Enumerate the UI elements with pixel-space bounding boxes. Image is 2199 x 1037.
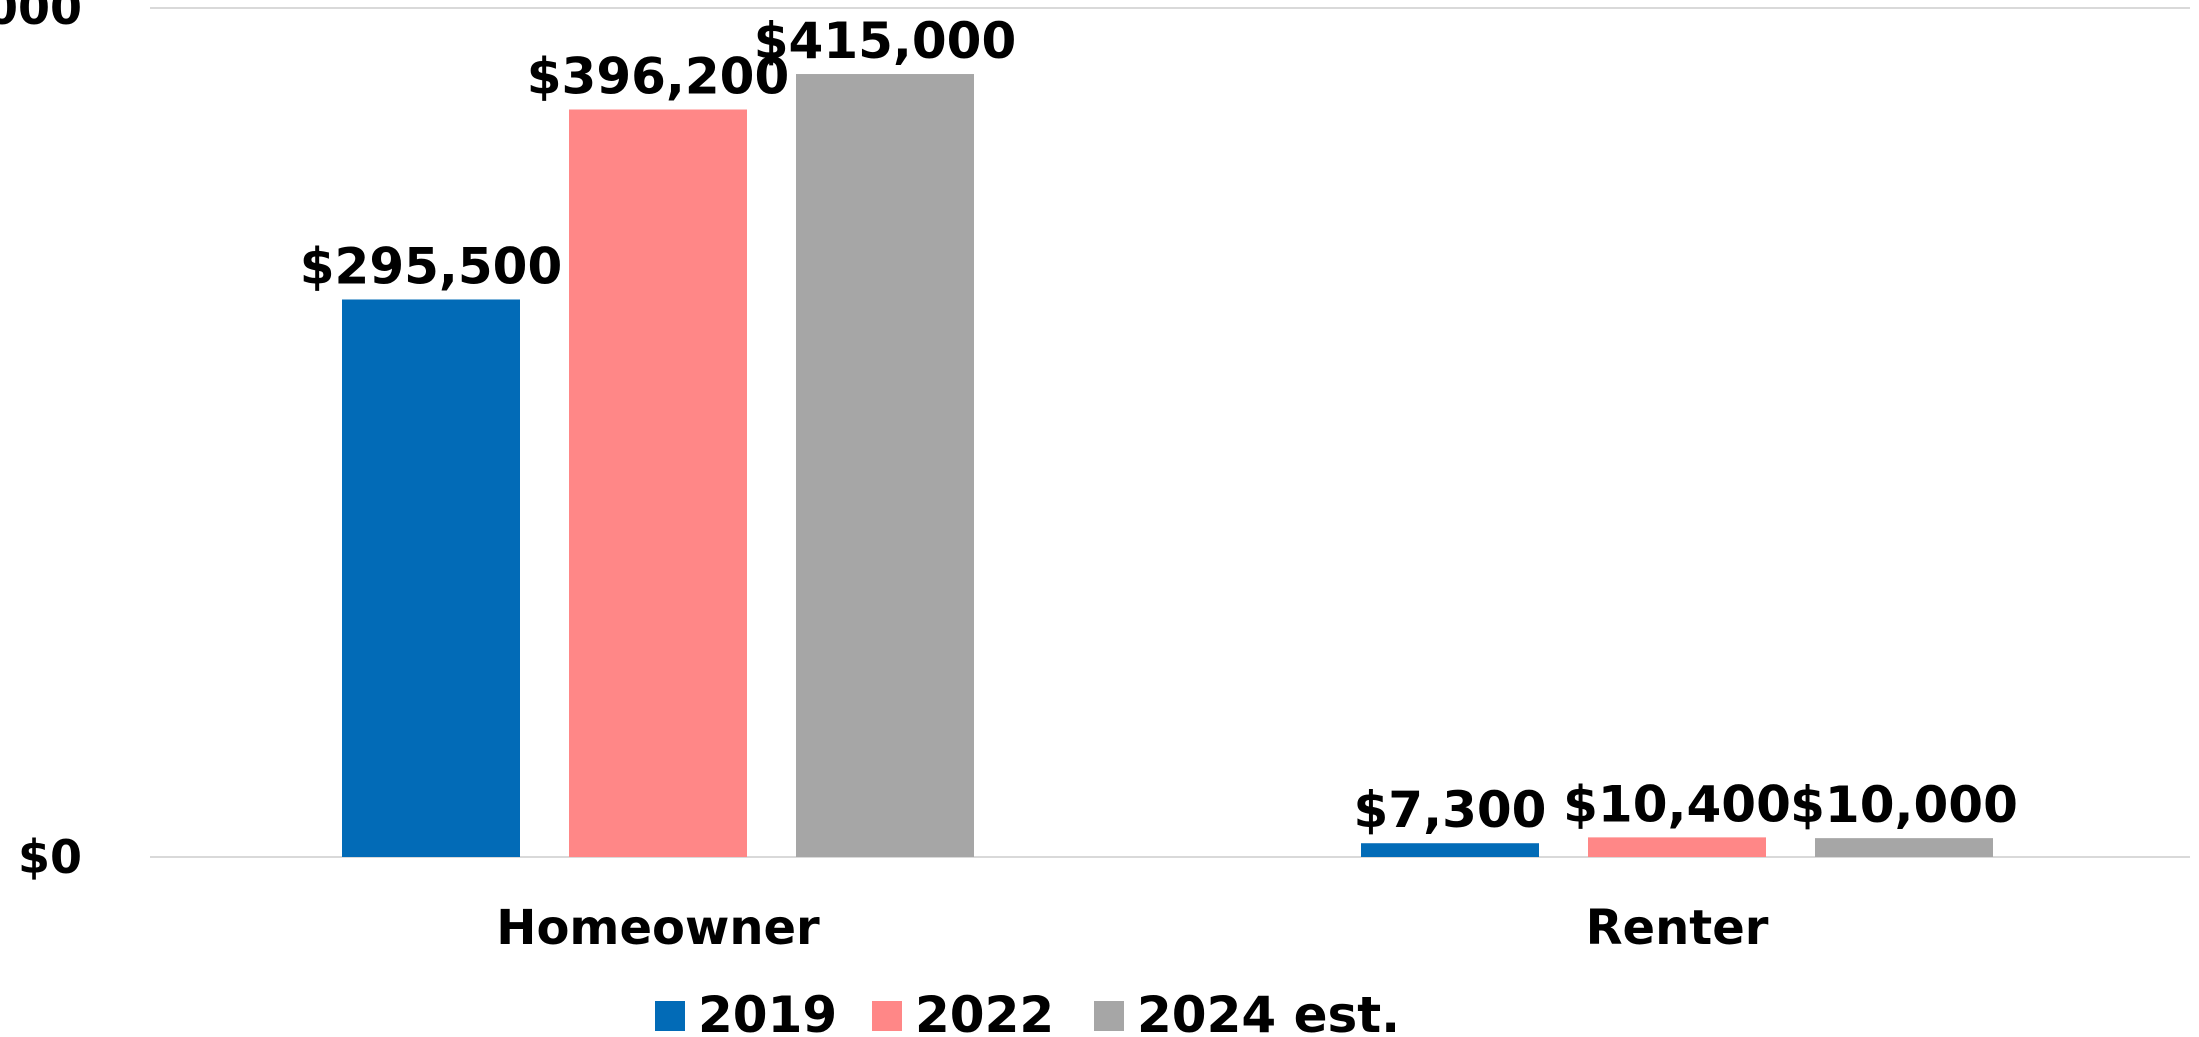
data-label: $415,000 bbox=[754, 12, 1017, 70]
data-label: $295,500 bbox=[300, 237, 563, 295]
bar-homeowner-2019 bbox=[342, 299, 520, 857]
bar-renter-2024-est- bbox=[1815, 838, 1993, 857]
bars bbox=[342, 74, 1993, 858]
y-tick-label: $450,000 bbox=[0, 0, 82, 35]
legend-label: 2022 bbox=[915, 986, 1054, 1037]
data-label: $7,300 bbox=[1354, 781, 1547, 839]
bar-homeowner-2024-est- bbox=[796, 74, 974, 858]
legend-label: 2019 bbox=[698, 986, 837, 1037]
data-label: $396,200 bbox=[527, 48, 790, 106]
legend: 2019 2022 2024 est. bbox=[655, 986, 1400, 1037]
y-axis-ticks: $0 $450,000 bbox=[0, 0, 82, 884]
legend-swatch bbox=[1094, 1001, 1124, 1031]
data-labels: $295,500 $396,200$415,000 $7,300 $10,400 $10… bbox=[300, 12, 2018, 839]
bar-homeowner-2022 bbox=[569, 109, 747, 857]
data-label: $10,000 bbox=[1790, 776, 2018, 834]
bar-renter-2022 bbox=[1588, 837, 1766, 857]
y-tick-label: $0 bbox=[18, 830, 82, 884]
category-labels: Homeowner Renter bbox=[496, 900, 1768, 956]
legend-swatch bbox=[655, 1001, 685, 1031]
legend-label: 2024 est. bbox=[1137, 986, 1400, 1037]
category-label: Homeowner bbox=[496, 900, 820, 956]
data-label: $10,400 bbox=[1563, 775, 1791, 833]
bar-renter-2019 bbox=[1361, 843, 1539, 857]
category-label: Renter bbox=[1586, 900, 1769, 956]
legend-swatch bbox=[872, 1001, 902, 1031]
